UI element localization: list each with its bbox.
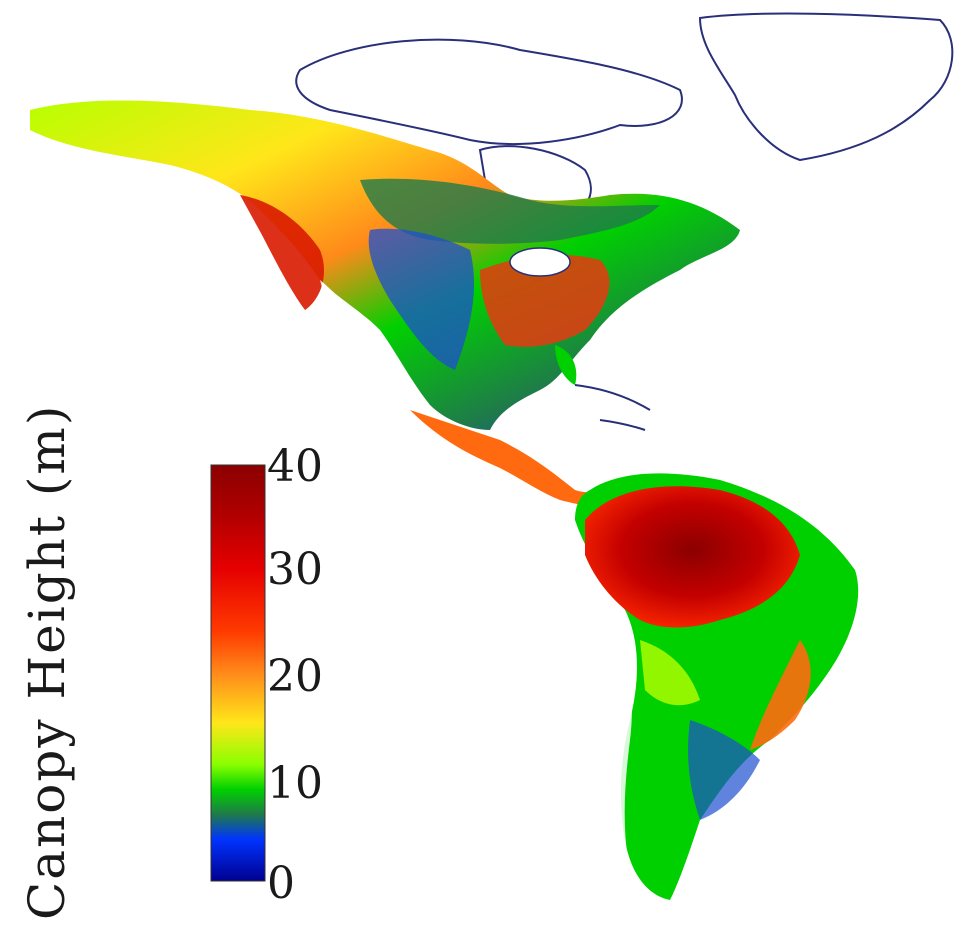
amazon-rainforest: [585, 486, 800, 628]
andes-arid: [608, 620, 632, 860]
chaco-scrub: [640, 640, 700, 706]
tick-40: 40: [267, 441, 323, 492]
western-desert: [320, 280, 405, 420]
pacific-northwest-forest: [240, 195, 325, 310]
colorbar: [210, 464, 266, 882]
tick-30: 30: [267, 544, 323, 595]
tick-20: 20: [267, 651, 323, 702]
boreal-forest-band: [360, 178, 660, 244]
pampas-low-canopy: [688, 720, 760, 820]
legend-title: Canopy Height (m): [18, 403, 76, 920]
great-plains-low-canopy: [368, 228, 475, 370]
caribbean-islands: [574, 384, 651, 431]
greenland-outline: [698, 12, 954, 162]
florida: [555, 345, 577, 385]
arctic-islands-outline: [295, 38, 683, 145]
tick-0: 0: [267, 858, 295, 909]
central-america-canopy: [410, 410, 615, 506]
tick-10: 10: [267, 758, 323, 809]
eastern-forest: [480, 254, 610, 347]
great-lakes: [509, 247, 571, 277]
atlantic-forest: [750, 640, 811, 750]
